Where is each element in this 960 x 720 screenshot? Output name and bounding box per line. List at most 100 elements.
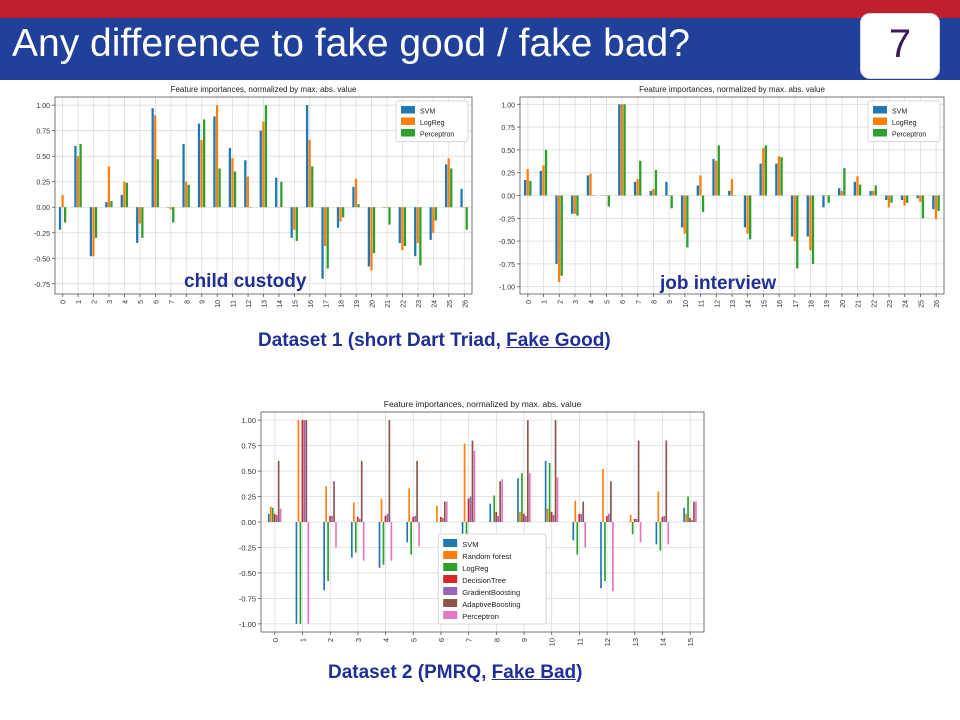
bar-perceptron-22 (874, 185, 877, 196)
legend-swatch (443, 575, 458, 583)
y-tick-label: 0.00 (501, 194, 515, 201)
bar-perceptron-8 (654, 169, 658, 196)
page-title: Any difference to fake good / fake bad? (12, 22, 690, 65)
bar-svm-3 (571, 195, 574, 214)
x-tick-label: 24 (903, 300, 910, 308)
bar-logreg-22 (872, 190, 875, 196)
bar-logreg-1 (299, 522, 302, 624)
bar-random-forest-5 (408, 488, 411, 522)
bar-perceptron-3 (362, 522, 365, 561)
caption-dataset-2-close: ) (576, 662, 583, 683)
y-tick-label: -0.50 (499, 239, 515, 246)
x-tick-label: 23 (416, 300, 423, 308)
bar-random-forest-4 (380, 498, 383, 522)
bar-svm-1 (74, 145, 77, 208)
bar-perceptron-0 (279, 508, 282, 522)
bar-svm-26 (460, 188, 463, 208)
bar-perceptron-14 (749, 195, 752, 240)
bar-svm-2 (323, 522, 325, 591)
bar-svm-3 (350, 522, 353, 558)
bar-svm-1 (539, 170, 542, 196)
bar-logreg-14 (659, 522, 662, 551)
legend-label: LogReg (420, 120, 445, 127)
legend-swatch (443, 563, 458, 571)
bar-perceptron-23 (890, 195, 893, 203)
page-number: 7 (888, 22, 912, 66)
bar-logreg-2 (92, 207, 95, 257)
bar-svm-23 (414, 207, 417, 257)
y-tick-label: -0.75 (34, 282, 50, 289)
bar-svm-21 (853, 181, 857, 196)
bar-perceptron-2 (94, 207, 98, 238)
bar-gradientboosting-15 (691, 519, 693, 522)
x-tick-label: 26 (934, 300, 941, 308)
bar-adaptiveboosting-6 (443, 501, 446, 522)
x-tick-label: 8 (492, 638, 501, 642)
bar-decisiontree-4 (384, 515, 387, 522)
bar-random-forest-9 (519, 511, 521, 522)
bar-perceptron-18 (811, 195, 815, 264)
chart-fake-good-job-interview: Feature importances, normalized by max. … (485, 82, 950, 318)
legend-label: SVM (420, 109, 435, 116)
x-tick-label: 20 (370, 300, 377, 308)
bar-logreg-13 (631, 522, 634, 535)
bar-adaptiveboosting-11 (582, 501, 585, 522)
x-tick-label: 22 (871, 300, 878, 308)
bar-svm-10 (544, 460, 547, 522)
y-tick-label: -0.25 (34, 231, 50, 238)
legend-label: Random forest (462, 552, 512, 561)
x-tick-label: 26 (462, 300, 469, 308)
bar-svm-23 (885, 195, 888, 201)
legend-box (437, 533, 547, 625)
bar-logreg-20 (370, 207, 373, 271)
bar-svm-4 (120, 194, 123, 208)
bar-perceptron-7 (639, 160, 642, 196)
bar-svm-18 (806, 195, 809, 237)
bar-svm-0 (267, 513, 270, 522)
fake-good-link[interactable]: Fake Good (506, 330, 605, 351)
bar-perceptron-16 (780, 157, 783, 196)
bar-random-forest-7 (463, 443, 466, 522)
bar-svm-4 (586, 175, 590, 196)
chart-title: Feature importances, normalized by max. … (171, 85, 357, 94)
bar-perceptron-0 (64, 207, 67, 223)
bar-svm-20 (838, 188, 841, 196)
y-tick-label: -0.50 (239, 569, 256, 578)
bar-perceptron-14 (667, 522, 670, 545)
bar-svm-11 (572, 522, 575, 541)
bar-perceptron-6 (156, 159, 159, 208)
legend-swatch (401, 106, 415, 114)
bar-random-forest-12 (602, 469, 604, 522)
bar-perceptron-12 (717, 145, 720, 196)
bar-svm-5 (136, 207, 139, 243)
bar-perceptron-2 (560, 195, 563, 276)
bar-perceptron-9 (528, 473, 531, 522)
bar-random-forest-0 (269, 506, 272, 522)
x-tick-label: 15 (292, 300, 299, 308)
x-tick-label: 11 (575, 638, 584, 646)
bar-logreg-9 (521, 473, 523, 522)
y-tick-label: -0.25 (239, 543, 256, 552)
bar-logreg-7 (169, 207, 172, 210)
bar-logreg-12 (604, 522, 606, 582)
bar-perceptron-11 (584, 522, 587, 548)
bar-logreg-13 (730, 179, 734, 196)
bar-perceptron-26 (465, 207, 468, 230)
bar-logreg-15 (687, 496, 689, 522)
fake-bad-link[interactable]: Fake Bad (491, 662, 577, 683)
legend-label: SVM (462, 540, 478, 549)
bar-perceptron-8 (187, 184, 190, 208)
bar-gradientboosting-13 (635, 518, 638, 522)
x-tick-label: 19 (354, 300, 361, 308)
bar-random-forest-13 (629, 514, 632, 522)
bar-logreg-6 (620, 104, 624, 196)
bar-decisiontree-5 (412, 516, 414, 522)
x-tick-label: 2 (92, 300, 99, 304)
x-tick-label: 7 (636, 300, 643, 304)
bar-perceptron-15 (295, 207, 298, 241)
x-tick-label: 4 (589, 300, 596, 304)
x-tick-label: 21 (856, 300, 863, 308)
bar-perceptron-11 (233, 171, 237, 208)
x-tick-label: 22 (401, 300, 408, 308)
bar-perceptron-7 (172, 207, 175, 223)
